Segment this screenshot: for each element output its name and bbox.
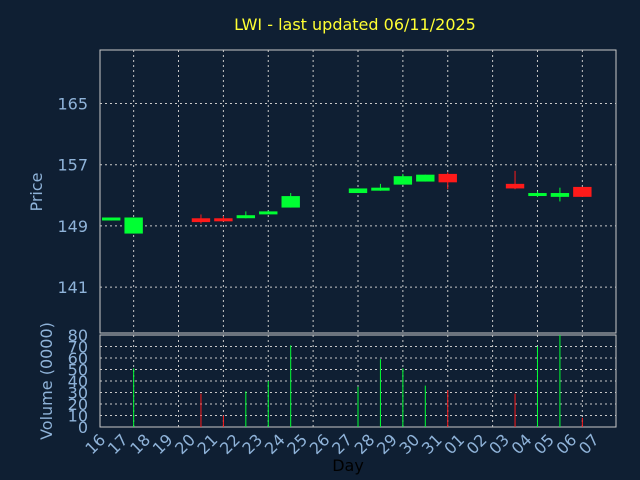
volume-tick-label: 70 xyxy=(68,338,88,357)
candle-body xyxy=(371,187,390,191)
candle-body xyxy=(191,218,211,223)
volume-tick-label: 0 xyxy=(78,418,88,437)
candle-body xyxy=(124,217,143,234)
price-tick-label: 165 xyxy=(57,95,88,114)
candle-body xyxy=(259,211,278,215)
price-tick-label: 157 xyxy=(57,156,88,175)
x-axis: 1617181920212223242526272829303101020304… xyxy=(81,430,602,458)
price-tick-label: 141 xyxy=(57,278,88,297)
candle-body xyxy=(416,174,435,182)
volume-tick-label: 40 xyxy=(68,372,88,391)
volume-tick-label: 80 xyxy=(68,326,88,345)
volume-tick-label: 30 xyxy=(68,384,88,403)
volume-tick-label: 10 xyxy=(68,407,88,426)
volume-tick-label: 20 xyxy=(68,395,88,414)
candle-body xyxy=(550,193,570,197)
candle-body xyxy=(348,188,368,194)
candle-body xyxy=(573,186,592,197)
candle-body xyxy=(528,193,547,197)
candle-body xyxy=(393,176,413,185)
candle-body xyxy=(214,218,233,222)
x-axis-label: Day xyxy=(332,456,364,475)
candle-body xyxy=(505,183,525,189)
candle-body xyxy=(102,217,121,221)
chart-title: LWI - last updated 06/11/2025 xyxy=(234,15,476,34)
candle-body xyxy=(236,215,256,219)
volume-tick-label: 60 xyxy=(68,349,88,368)
volume-tick-label: 50 xyxy=(68,361,88,380)
price-panel: 141 149 157 165 xyxy=(57,49,617,334)
candle-body xyxy=(281,196,300,208)
candle-body xyxy=(438,173,457,183)
price-tick-label: 149 xyxy=(57,217,88,236)
price-axis-label: Price xyxy=(27,172,46,211)
volume-axis-label: Volume (0000) xyxy=(37,322,56,440)
